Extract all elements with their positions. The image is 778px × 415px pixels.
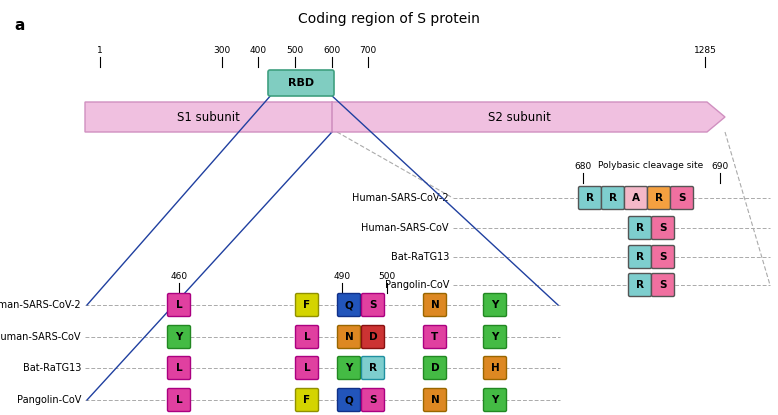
Text: L: L	[303, 332, 310, 342]
FancyBboxPatch shape	[651, 217, 675, 239]
Text: S: S	[370, 395, 377, 405]
Text: F: F	[303, 395, 310, 405]
FancyBboxPatch shape	[423, 388, 447, 412]
Text: 500: 500	[286, 46, 303, 55]
FancyBboxPatch shape	[423, 325, 447, 349]
Text: L: L	[176, 300, 182, 310]
Text: Pangolin-CoV: Pangolin-CoV	[384, 280, 449, 290]
Text: R: R	[369, 363, 377, 373]
FancyBboxPatch shape	[167, 388, 191, 412]
FancyBboxPatch shape	[423, 356, 447, 379]
Text: H: H	[491, 363, 499, 373]
FancyBboxPatch shape	[167, 356, 191, 379]
Text: S: S	[659, 252, 667, 262]
FancyBboxPatch shape	[167, 293, 191, 317]
FancyBboxPatch shape	[338, 293, 360, 317]
FancyBboxPatch shape	[362, 325, 384, 349]
Text: N: N	[345, 332, 353, 342]
Text: N: N	[431, 395, 440, 405]
FancyBboxPatch shape	[338, 356, 360, 379]
Text: 1285: 1285	[693, 46, 717, 55]
FancyBboxPatch shape	[362, 388, 384, 412]
Text: S1 subunit: S1 subunit	[177, 110, 240, 124]
FancyBboxPatch shape	[338, 325, 360, 349]
Text: 400: 400	[250, 46, 267, 55]
Text: L: L	[176, 395, 182, 405]
FancyBboxPatch shape	[629, 273, 651, 296]
FancyBboxPatch shape	[167, 325, 191, 349]
Polygon shape	[85, 102, 725, 132]
Text: D: D	[369, 332, 377, 342]
FancyBboxPatch shape	[338, 388, 360, 412]
Text: R: R	[586, 193, 594, 203]
FancyBboxPatch shape	[629, 217, 651, 239]
Text: Human-SARS-CoV: Human-SARS-CoV	[362, 223, 449, 233]
FancyBboxPatch shape	[362, 356, 384, 379]
Text: Y: Y	[175, 332, 183, 342]
FancyBboxPatch shape	[601, 186, 625, 210]
Text: Y: Y	[492, 300, 499, 310]
Text: S: S	[678, 193, 685, 203]
Text: R: R	[609, 193, 617, 203]
Text: Q: Q	[345, 395, 353, 405]
Text: Pangolin-CoV: Pangolin-CoV	[16, 395, 81, 405]
FancyBboxPatch shape	[651, 273, 675, 296]
Text: R: R	[636, 280, 644, 290]
Text: Coding region of S protein: Coding region of S protein	[298, 12, 480, 26]
FancyBboxPatch shape	[629, 246, 651, 269]
FancyBboxPatch shape	[483, 356, 506, 379]
Text: R: R	[636, 223, 644, 233]
Text: S: S	[370, 300, 377, 310]
Text: Polybasic cleavage site: Polybasic cleavage site	[598, 161, 703, 170]
Text: T: T	[431, 332, 439, 342]
Text: Bat-RaTG13: Bat-RaTG13	[23, 363, 81, 373]
FancyBboxPatch shape	[647, 186, 671, 210]
FancyBboxPatch shape	[423, 293, 447, 317]
Text: Y: Y	[492, 332, 499, 342]
Text: 490: 490	[334, 272, 351, 281]
FancyBboxPatch shape	[483, 325, 506, 349]
Text: F: F	[303, 300, 310, 310]
FancyBboxPatch shape	[268, 70, 334, 96]
Text: Y: Y	[492, 395, 499, 405]
FancyBboxPatch shape	[296, 388, 318, 412]
Text: 300: 300	[213, 46, 230, 55]
Text: D: D	[431, 363, 440, 373]
Text: L: L	[176, 363, 182, 373]
FancyBboxPatch shape	[671, 186, 693, 210]
FancyBboxPatch shape	[579, 186, 601, 210]
FancyBboxPatch shape	[296, 356, 318, 379]
FancyBboxPatch shape	[651, 246, 675, 269]
Text: 600: 600	[324, 46, 341, 55]
Text: 700: 700	[359, 46, 377, 55]
Text: Human-SARS-CoV-2: Human-SARS-CoV-2	[0, 300, 81, 310]
FancyBboxPatch shape	[483, 388, 506, 412]
Text: S: S	[659, 280, 667, 290]
FancyBboxPatch shape	[296, 325, 318, 349]
Text: L: L	[303, 363, 310, 373]
FancyBboxPatch shape	[483, 293, 506, 317]
Text: R: R	[636, 252, 644, 262]
Text: Human-SARS-CoV: Human-SARS-CoV	[0, 332, 81, 342]
Text: 690: 690	[711, 162, 729, 171]
Text: S: S	[659, 223, 667, 233]
Text: S2 subunit: S2 subunit	[488, 110, 551, 124]
Text: a: a	[14, 18, 24, 33]
FancyBboxPatch shape	[625, 186, 647, 210]
Text: Q: Q	[345, 300, 353, 310]
Text: Human-SARS-CoV-2: Human-SARS-CoV-2	[352, 193, 449, 203]
Text: Y: Y	[345, 363, 352, 373]
Text: Bat-RaTG13: Bat-RaTG13	[391, 252, 449, 262]
FancyBboxPatch shape	[296, 293, 318, 317]
Text: A: A	[632, 193, 640, 203]
Text: RBD: RBD	[288, 78, 314, 88]
Text: N: N	[431, 300, 440, 310]
Text: R: R	[655, 193, 663, 203]
Text: 500: 500	[378, 272, 396, 281]
Text: 460: 460	[170, 272, 187, 281]
Text: 680: 680	[574, 162, 591, 171]
FancyBboxPatch shape	[362, 293, 384, 317]
Text: 1: 1	[97, 46, 103, 55]
